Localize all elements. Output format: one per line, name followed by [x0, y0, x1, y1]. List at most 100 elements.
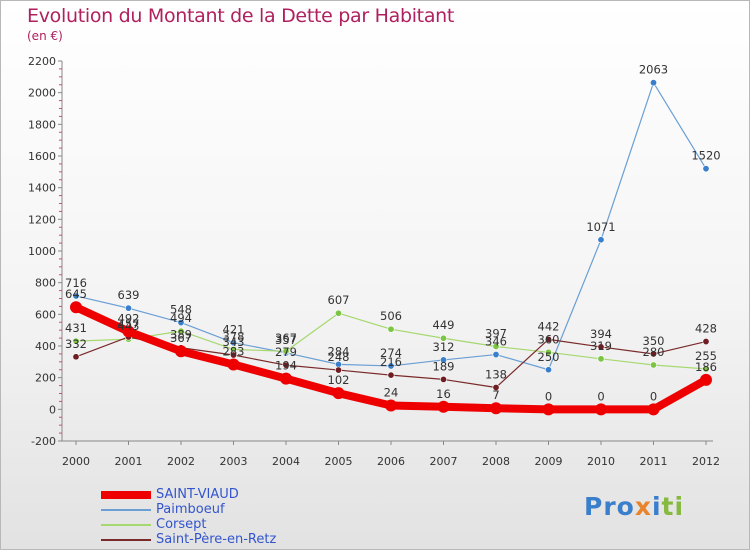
data-label: 506 [380, 309, 402, 323]
data-point [230, 339, 238, 347]
data-label: 343 [223, 335, 245, 349]
data-point [702, 365, 710, 373]
data-label: 274 [380, 346, 402, 360]
legend-label: Paimboeuf [156, 502, 225, 517]
data-point [387, 362, 395, 370]
y-tick-label: 800 [35, 277, 56, 290]
data-point [227, 358, 240, 371]
data-label: 367 [275, 331, 297, 345]
data-label: 431 [65, 321, 87, 335]
data-label: 280 [643, 345, 665, 359]
data-label: 189 [433, 359, 455, 373]
data-label: 494 [170, 311, 192, 325]
y-tick-label: 2200 [28, 55, 56, 68]
y-tick-label: 1000 [28, 245, 56, 258]
data-label: 186 [695, 360, 717, 374]
data-point [72, 353, 80, 361]
data-label: 194 [275, 359, 297, 373]
y-tick-label: 200 [35, 372, 56, 385]
data-point [492, 351, 500, 359]
data-point [230, 351, 238, 359]
data-point [702, 338, 710, 346]
data-label: 0 [545, 389, 552, 403]
data-label: 312 [433, 340, 455, 354]
data-point [492, 342, 500, 350]
data-label: 283 [223, 345, 245, 359]
data-label: 421 [223, 323, 245, 337]
chart-legend: SAINT-VIAUD Paimboeuf Corsept Saint-Père-en… [101, 487, 401, 547]
data-label: 255 [695, 349, 717, 363]
data-label: 389 [170, 328, 192, 342]
data-label: 394 [590, 327, 612, 341]
data-label: 443 [118, 319, 140, 333]
data-label: 607 [328, 293, 350, 307]
data-label: 1071 [586, 220, 615, 234]
legend-item: Saint-Père-en-Retz [101, 532, 401, 547]
data-label: 248 [328, 350, 350, 364]
data-point [177, 319, 185, 327]
data-label: 492 [118, 311, 140, 325]
data-label: 378 [223, 329, 245, 343]
legend-label: Saint-Père-en-Retz [156, 532, 277, 547]
data-point [597, 343, 605, 351]
data-label: 639 [118, 288, 140, 302]
y-tick-label: 1600 [28, 150, 56, 163]
y-tick-label: 600 [35, 308, 56, 321]
data-label: 279 [275, 345, 297, 359]
x-tick-label: 2011 [640, 455, 668, 468]
chart-subtitle: (en €) [27, 29, 63, 43]
data-point [334, 366, 342, 374]
data-point [70, 301, 82, 314]
x-tick-label: 2010 [587, 455, 615, 468]
proxiti-logo: Proxiti [584, 492, 685, 521]
data-point [387, 371, 395, 379]
data-label: 367 [170, 331, 192, 345]
data-point [175, 345, 187, 358]
data-point [72, 292, 80, 300]
x-tick-label: 2012 [692, 455, 720, 468]
data-point [702, 165, 710, 173]
y-tick-label: 1200 [28, 213, 56, 226]
data-point [597, 236, 605, 244]
x-tick-label: 2000 [62, 455, 90, 468]
data-point [282, 361, 290, 369]
data-label: 0 [597, 389, 604, 403]
data-label: 102 [328, 373, 350, 387]
legend-swatch [101, 509, 151, 511]
data-point [544, 348, 552, 356]
data-point [439, 356, 447, 364]
data-label: 360 [538, 332, 560, 346]
legend-item: Corsept [101, 517, 401, 532]
data-point [122, 325, 135, 338]
data-point [177, 327, 185, 335]
data-label: 457 [118, 317, 140, 331]
legend-item: SAINT-VIAUD [101, 487, 401, 502]
y-tick-label: -200 [31, 435, 56, 448]
legend-swatch [101, 524, 151, 526]
data-label: 138 [485, 367, 507, 381]
x-tick-label: 2007 [430, 455, 458, 468]
data-label: 645 [65, 287, 87, 301]
data-label: 357 [275, 333, 297, 347]
data-point [595, 403, 607, 416]
data-point [439, 375, 447, 383]
data-label: 2063 [639, 63, 668, 77]
data-point [649, 361, 657, 369]
chart-title: Evolution du Montant de la Dette par Hab… [27, 5, 455, 27]
data-point [492, 383, 500, 391]
legend-swatch [101, 539, 151, 541]
data-point [544, 366, 552, 374]
data-label: 350 [643, 334, 665, 348]
y-tick-label: 400 [35, 340, 56, 353]
legend-label: SAINT-VIAUD [156, 487, 239, 502]
x-tick-label: 2001 [115, 455, 143, 468]
data-point [439, 334, 447, 342]
y-tick-label: 2000 [28, 87, 56, 100]
data-label: 548 [170, 303, 192, 317]
data-point [649, 350, 657, 358]
data-point [437, 400, 450, 413]
data-label: 716 [65, 276, 87, 290]
data-point [544, 335, 552, 343]
